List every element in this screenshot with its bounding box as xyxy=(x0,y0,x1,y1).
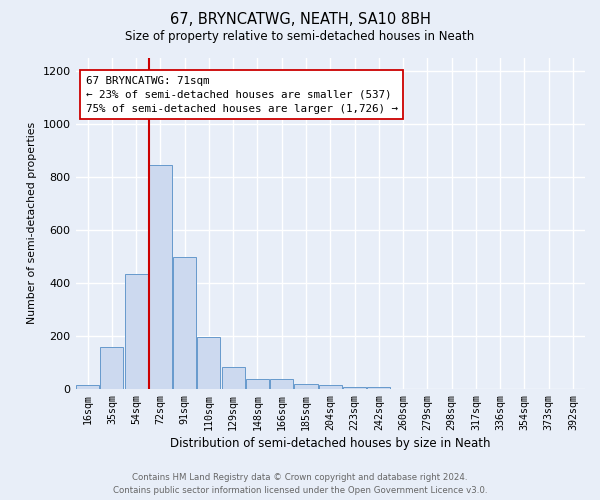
Bar xyxy=(197,337,220,389)
Bar xyxy=(367,386,391,389)
Text: 67 BRYNCATWG: 71sqm
← 23% of semi-detached houses are smaller (537)
75% of semi-: 67 BRYNCATWG: 71sqm ← 23% of semi-detach… xyxy=(86,76,398,114)
Bar xyxy=(173,256,196,389)
Text: 67, BRYNCATWG, NEATH, SA10 8BH: 67, BRYNCATWG, NEATH, SA10 8BH xyxy=(170,12,430,28)
Bar xyxy=(222,366,245,389)
Bar xyxy=(319,385,342,389)
Bar xyxy=(295,384,317,389)
Text: Size of property relative to semi-detached houses in Neath: Size of property relative to semi-detach… xyxy=(125,30,475,43)
Bar xyxy=(76,385,99,389)
Bar xyxy=(149,165,172,389)
X-axis label: Distribution of semi-detached houses by size in Neath: Distribution of semi-detached houses by … xyxy=(170,437,491,450)
Y-axis label: Number of semi-detached properties: Number of semi-detached properties xyxy=(27,122,37,324)
Bar xyxy=(246,379,269,389)
Text: Contains HM Land Registry data © Crown copyright and database right 2024.
Contai: Contains HM Land Registry data © Crown c… xyxy=(113,474,487,495)
Bar xyxy=(125,274,148,389)
Bar xyxy=(270,379,293,389)
Bar xyxy=(343,387,366,389)
Bar xyxy=(100,346,124,389)
